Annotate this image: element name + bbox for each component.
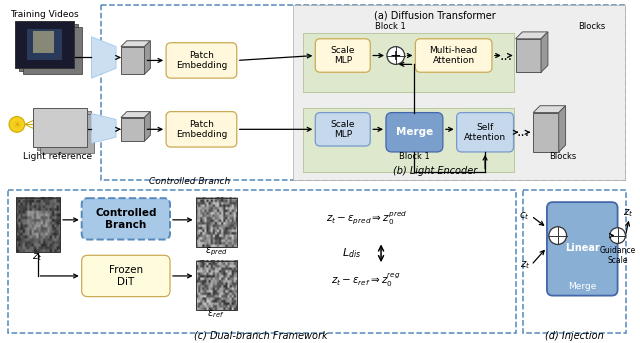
Bar — [121, 47, 145, 74]
Polygon shape — [121, 41, 150, 47]
Circle shape — [9, 117, 25, 132]
Bar — [101, 5, 625, 180]
Text: (c) Dual-branch Framework: (c) Dual-branch Framework — [193, 331, 327, 341]
Text: (b) Light Encoder: (b) Light Encoder — [393, 166, 477, 176]
Text: $c_t$: $c_t$ — [520, 210, 530, 222]
Bar — [196, 198, 237, 247]
FancyBboxPatch shape — [386, 113, 443, 152]
Bar — [196, 261, 237, 310]
Bar — [27, 29, 62, 60]
Polygon shape — [145, 111, 150, 141]
Polygon shape — [541, 32, 548, 72]
Bar — [33, 31, 54, 52]
Text: (a) Diffusion Transformer: (a) Diffusion Transformer — [374, 10, 496, 20]
Text: ☀: ☀ — [13, 119, 21, 129]
Text: Block 1: Block 1 — [399, 152, 430, 161]
Bar — [15, 21, 74, 68]
Text: Patch
Embedding: Patch Embedding — [176, 51, 227, 70]
Bar — [524, 190, 627, 333]
Text: +: + — [390, 48, 401, 62]
Bar — [121, 118, 145, 141]
Text: Multi-head
Attention: Multi-head Attention — [429, 46, 478, 65]
FancyBboxPatch shape — [316, 39, 371, 72]
Circle shape — [610, 228, 625, 244]
Bar — [292, 5, 625, 180]
Bar — [303, 108, 513, 172]
Polygon shape — [559, 106, 566, 152]
Text: Light reference: Light reference — [22, 152, 92, 161]
Text: Patch
Embedding: Patch Embedding — [176, 120, 227, 139]
Bar — [40, 114, 95, 153]
FancyBboxPatch shape — [82, 198, 170, 239]
Text: ...: ... — [499, 48, 512, 62]
Text: Linear: Linear — [565, 244, 600, 253]
Bar — [303, 33, 513, 92]
Polygon shape — [533, 106, 566, 113]
Text: $L_{dis}$: $L_{dis}$ — [342, 246, 361, 260]
FancyBboxPatch shape — [82, 255, 170, 297]
FancyBboxPatch shape — [415, 39, 492, 72]
Polygon shape — [515, 32, 548, 39]
Text: Scale
MLP: Scale MLP — [330, 46, 355, 65]
Text: Guidance
Scale: Guidance Scale — [600, 246, 636, 265]
Bar — [23, 27, 82, 74]
Bar — [33, 108, 86, 147]
Text: Controlled Branch: Controlled Branch — [149, 177, 230, 186]
Polygon shape — [121, 111, 150, 118]
Text: Controlled
Branch: Controlled Branch — [95, 208, 157, 230]
FancyBboxPatch shape — [316, 113, 371, 146]
Text: ...: ... — [517, 125, 530, 139]
Bar — [19, 24, 77, 71]
FancyBboxPatch shape — [547, 202, 618, 296]
Text: Self
Attention: Self Attention — [464, 122, 506, 142]
Bar — [36, 111, 90, 150]
FancyBboxPatch shape — [166, 111, 237, 147]
Polygon shape — [92, 37, 116, 78]
Text: Scale
MLP: Scale MLP — [330, 120, 355, 139]
Circle shape — [387, 47, 404, 64]
Circle shape — [549, 227, 566, 245]
Text: Frozen
DiT: Frozen DiT — [109, 265, 143, 287]
Text: $\epsilon_{pred}$: $\epsilon_{pred}$ — [205, 245, 228, 258]
FancyBboxPatch shape — [456, 113, 513, 152]
Text: Blocks: Blocks — [579, 23, 605, 32]
Text: $z_t$: $z_t$ — [520, 259, 530, 271]
Text: Merge: Merge — [396, 127, 433, 137]
Text: $z_t - \epsilon_{ref} \Rightarrow z_0^{reg}$: $z_t - \epsilon_{ref} \Rightarrow z_0^{r… — [332, 272, 401, 289]
Text: $z_t$: $z_t$ — [623, 207, 634, 219]
Polygon shape — [92, 114, 116, 143]
Text: Merge: Merge — [568, 282, 596, 291]
Polygon shape — [145, 41, 150, 74]
Text: Blocks: Blocks — [549, 152, 576, 161]
Text: $\epsilon_{ref}$: $\epsilon_{ref}$ — [207, 308, 225, 320]
Text: $z_t - \epsilon_{pred} \Rightarrow z_0^{pred}$: $z_t - \epsilon_{pred} \Rightarrow z_0^{… — [326, 209, 407, 227]
Bar — [533, 113, 559, 152]
Text: Block 1: Block 1 — [376, 23, 406, 32]
Bar — [16, 198, 60, 252]
Bar — [515, 39, 541, 72]
Text: Training Videos: Training Videos — [10, 10, 79, 19]
Text: $z_t$: $z_t$ — [32, 251, 43, 263]
FancyBboxPatch shape — [166, 43, 237, 78]
Text: (d) Injection: (d) Injection — [545, 331, 604, 341]
Bar — [8, 190, 516, 333]
